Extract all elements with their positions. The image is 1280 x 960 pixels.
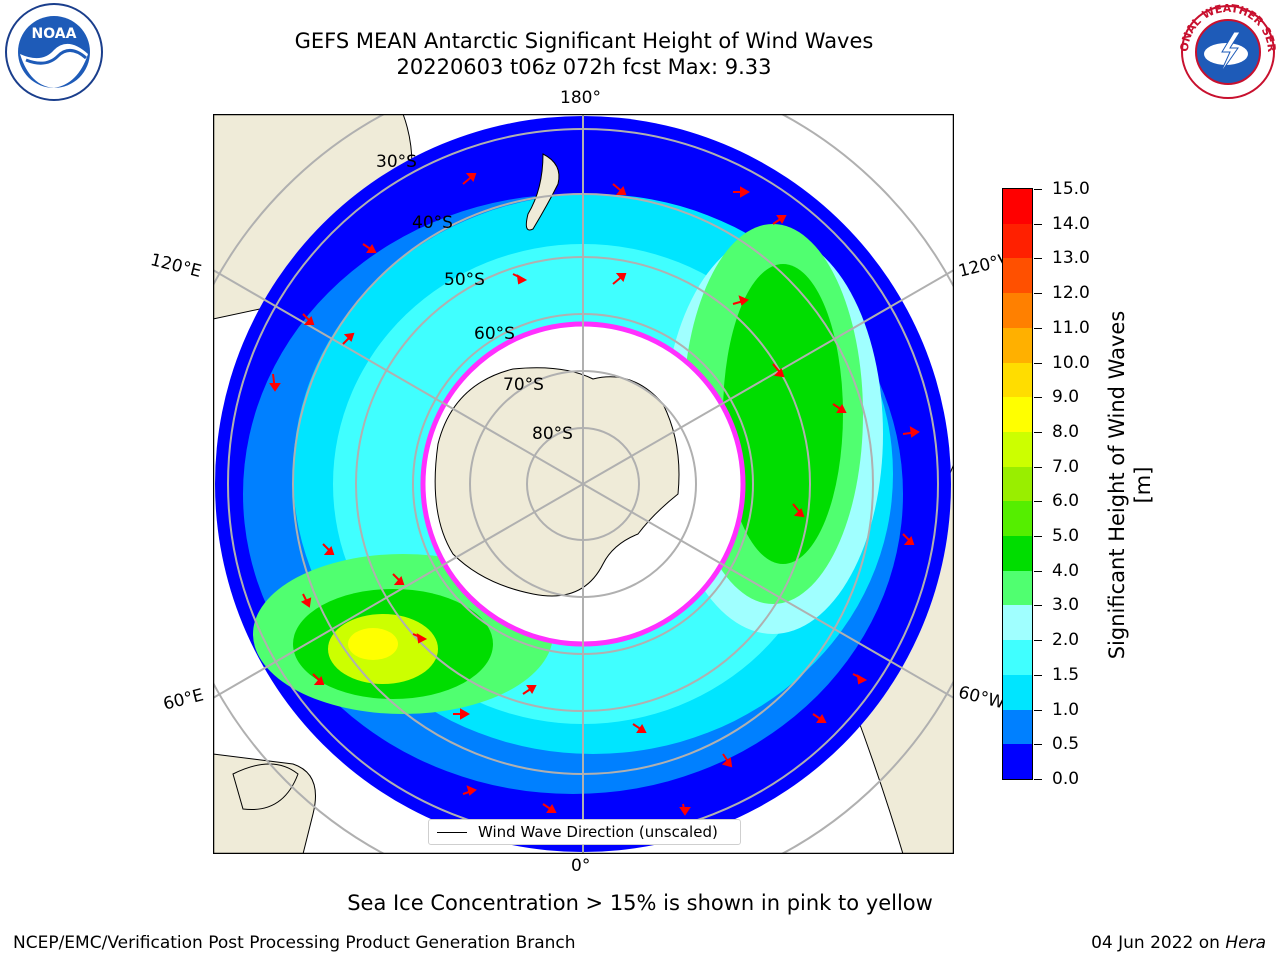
colorbar-segment [1003,257,1032,294]
colorbar-segment [1003,570,1032,606]
colorbar-segment [1003,431,1032,467]
footer-credit: NCEP/EMC/Verification Post Processing Pr… [13,933,576,953]
colorbar-tick-label: 9.0 [1052,387,1080,408]
colorbar-tick [1034,640,1042,642]
colorbar-segment [1003,466,1032,502]
colorbar-tick-label: 15.0 [1052,179,1090,199]
chart-title: GEFS MEAN Antarctic Significant Height o… [294,29,874,53]
colorbar-tick-label: 10.0 [1052,352,1090,373]
colorbar-tick [1034,709,1042,711]
lon-label-60w: 60°W [956,682,1007,714]
colorbar-tick [1034,258,1042,260]
lat-label-80s: 80°S [532,424,573,444]
chart-subtitle: 20220603 t06z 072h fcst Max: 9.33 [396,55,772,79]
lon-label-60e: 60°E [161,685,206,715]
lat-label-60s: 60°S [474,324,515,344]
colorbar-segment [1003,743,1032,779]
lat-label-50s: 50°S [444,270,485,290]
colorbar-tick [1034,744,1042,746]
lat-label-70s: 70°S [503,375,544,395]
colorbar-segment [1003,362,1032,398]
colorbar-tick-label: 13.0 [1052,248,1090,269]
colorbar-tick [1034,536,1042,538]
colorbar-tick [1034,605,1042,607]
colorbar-segment [1003,604,1032,641]
colorbar-tick [1034,431,1042,433]
colorbar-tick-label: 1.5 [1052,664,1080,685]
colorbar-segment [1003,500,1032,537]
colorbar-tick [1034,397,1042,399]
colorbar-tick-label: 0.0 [1052,769,1080,789]
colorbar-tick [1034,674,1042,676]
colorbar-tick-label: 3.0 [1052,595,1080,616]
colorbar-label: Significant Height of Wind Waves [m] [1105,310,1155,660]
wave-max [348,628,398,660]
colorbar-tick-label: 6.0 [1052,491,1080,512]
colorbar-tick [1034,466,1042,468]
footer-date: 04 Jun 2022 on Hera [1091,933,1266,953]
footer-system: Hera [1225,933,1266,953]
wind-wave-arrows [269,173,920,816]
legend: Wind Wave Direction (unscaled) [428,819,741,845]
lat-label-40s: 40°S [412,213,453,233]
colorbar-tick [1034,327,1042,329]
colorbar-tick-label: 0.5 [1052,734,1080,755]
colorbar-tick-label: 8.0 [1052,421,1080,442]
colorbar-tick-label: 1.0 [1052,699,1080,720]
colorbar-tick-label: 4.0 [1052,560,1080,581]
colorbar-tick-label: 11.0 [1052,317,1090,338]
colorbar-segment [1003,396,1032,432]
legend-text: Wind Wave Direction (unscaled) [478,823,718,841]
colorbar-segment [1003,674,1032,710]
nws-logo: NATIONAL WEATHER SERVICE [1176,2,1278,99]
lat-label-30s: 30°S [376,152,417,172]
colorbar-tick [1034,779,1042,780]
colorbar-tick [1034,293,1042,295]
colorbar-segment [1003,535,1032,571]
antarctica-land [434,367,680,597]
colorbar-segment [1003,223,1032,259]
colorbar-tick-label: 12.0 [1052,283,1090,304]
colorbar [1002,188,1033,780]
lon-label-0: 0° [571,856,591,876]
svg-text:NOAA: NOAA [32,26,77,42]
colorbar-tick [1034,501,1042,503]
colorbar-tick-label: 2.0 [1052,630,1080,651]
lon-label-180: 180° [560,88,601,108]
colorbar-tick-label: 7.0 [1052,456,1080,477]
colorbar-tick [1034,223,1042,225]
colorbar-segment [1003,639,1032,675]
map-panel [213,114,954,854]
caption: Sea Ice Concentration > 15% is shown in … [347,891,933,915]
colorbar-tick [1034,570,1042,572]
colorbar-segment [1003,709,1032,745]
colorbar-tick-label: 14.0 [1052,213,1090,234]
colorbar-segment [1003,292,1032,328]
colorbar-tick-label: 5.0 [1052,526,1080,547]
colorbar-segment [1003,188,1032,224]
lon-label-120e: 120°E [148,250,204,282]
legend-line-sample [437,832,467,833]
colorbar-tick [1034,189,1042,190]
footer-date-text: 04 Jun 2022 on [1091,933,1220,953]
noaa-logo: NOAA [5,3,103,101]
colorbar-tick [1034,362,1042,364]
colorbar-segment [1003,327,1032,363]
